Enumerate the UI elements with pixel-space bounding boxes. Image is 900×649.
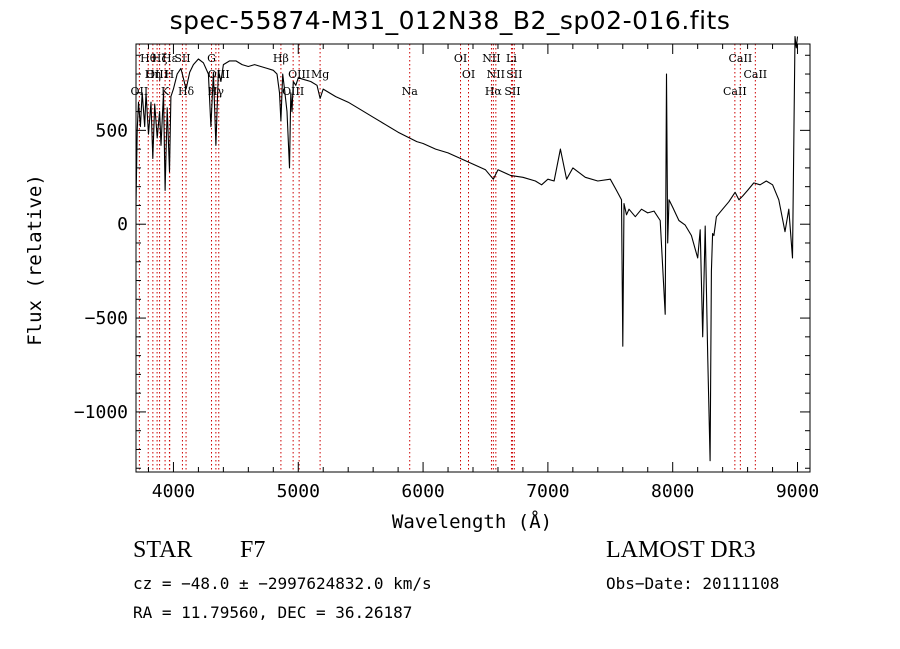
obs-date: Obs−Date: 20111108 xyxy=(606,574,780,593)
line-label: OI xyxy=(454,52,467,65)
line-label: CaII xyxy=(743,68,767,81)
line-label: SII xyxy=(504,85,520,98)
x-tick-label: 9000 xyxy=(776,481,819,502)
y-tick-label: −1000 xyxy=(74,402,128,423)
line-label: SII xyxy=(506,68,522,81)
line-label: CaII xyxy=(729,52,753,65)
line-label: OIII xyxy=(282,85,304,98)
x-tick-label: 4000 xyxy=(152,481,195,502)
line-label: OIII xyxy=(146,68,168,81)
line-label: Hη xyxy=(145,68,161,81)
x-tick-label: 6000 xyxy=(401,481,444,502)
survey-name: LAMOST DR3 xyxy=(606,537,756,563)
line-label: OIII xyxy=(208,68,230,81)
chart-title: spec-55874-M31_012N38_B2_sp02-016.fits xyxy=(169,6,731,35)
line-label: Hζ xyxy=(152,52,168,65)
line-label: H xyxy=(165,68,175,81)
line-label: Hθ xyxy=(140,52,157,65)
coordinates-readout: RA = 11.79560, DEC = 36.26187 xyxy=(133,603,413,622)
y-tick-label: −500 xyxy=(85,308,128,329)
line-label: OIII xyxy=(288,68,310,81)
line-label: Hγ xyxy=(208,85,225,98)
line-label: G xyxy=(207,52,216,65)
line-label: Na xyxy=(402,85,419,98)
line-label: Mg xyxy=(311,68,329,81)
x-axis-label: Wavelength (Å) xyxy=(391,511,553,533)
line-label: Hε xyxy=(162,52,178,65)
line-label: Li xyxy=(506,52,517,65)
line-label: Hβ xyxy=(273,52,289,65)
x-tick-label: 5000 xyxy=(277,481,320,502)
line-label: Hδ xyxy=(178,85,195,98)
object-class: STAR xyxy=(133,537,193,563)
line-label: CaII xyxy=(723,85,747,98)
line-label: OII xyxy=(131,85,149,98)
y-axis-label: Flux (relative) xyxy=(24,174,46,346)
redshift-readout: cz = −48.0 ± −2997624832.0 km/s xyxy=(133,574,432,593)
y-tick-label: 500 xyxy=(95,120,128,141)
object-subclass: F7 xyxy=(240,537,266,563)
y-tick-label: 0 xyxy=(117,214,128,235)
line-label: Hα xyxy=(485,85,503,98)
spectrum-line xyxy=(135,35,799,462)
line-label: NII xyxy=(487,68,505,81)
x-tick-label: 8000 xyxy=(651,481,694,502)
line-label: OI xyxy=(462,68,475,81)
line-label: K xyxy=(161,85,170,98)
line-label: NII xyxy=(482,52,500,65)
line-label: SII xyxy=(174,52,190,65)
x-tick-label: 7000 xyxy=(526,481,569,502)
